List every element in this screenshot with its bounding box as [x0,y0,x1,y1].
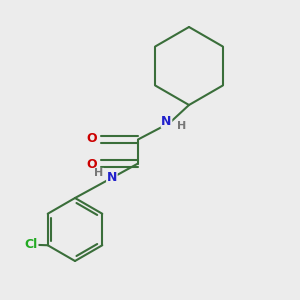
Text: H: H [177,121,186,131]
Text: O: O [87,158,98,171]
Text: N: N [107,171,117,184]
Text: H: H [94,168,103,178]
Text: O: O [87,132,98,146]
Text: N: N [161,115,172,128]
Text: Cl: Cl [25,238,38,251]
